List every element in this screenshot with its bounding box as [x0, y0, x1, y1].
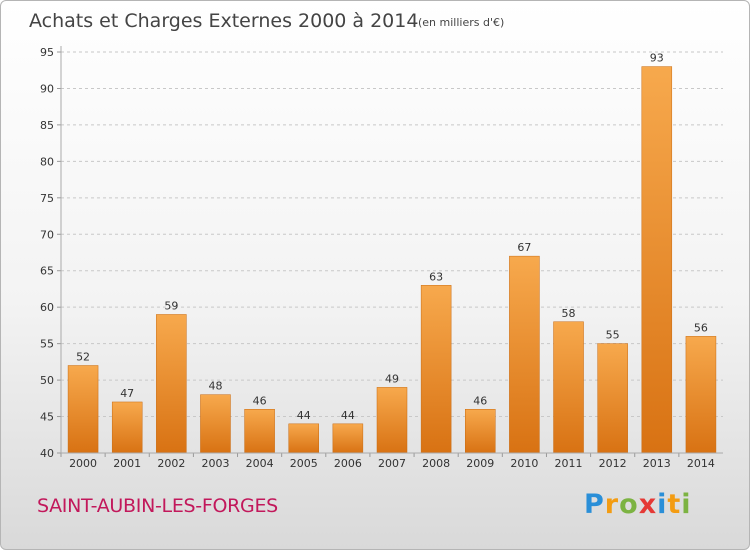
x-axis-ticks: 2000 2001 2002 2003 2004 2005 2006 2007 2008 2009… — [60, 453, 715, 470]
data-label: 47 — [120, 387, 134, 400]
x-tick-label: 2003 — [201, 457, 229, 470]
data-label: 52 — [76, 351, 90, 364]
data-label: 46 — [253, 394, 267, 407]
y-tick-label: 65 — [40, 265, 54, 278]
x-tick-label: 2001 — [113, 457, 141, 470]
logo-letter: i — [681, 489, 692, 520]
x-tick-label: 2000 — [69, 457, 97, 470]
bar-2001 — [111, 401, 143, 454]
data-label: 67 — [517, 241, 531, 254]
x-tick-label: 2004 — [246, 457, 274, 470]
logo-letter: o — [619, 489, 639, 520]
x-tick-label: 2013 — [643, 457, 671, 470]
y-tick-label: 90 — [40, 82, 54, 95]
chart-title: Achats et Charges Externes 2000 à 2014 — [29, 10, 418, 32]
x-tick-label: 2007 — [378, 457, 406, 470]
y-tick-label: 95 — [40, 46, 54, 59]
data-label: 56 — [694, 321, 708, 334]
x-tick-label: 2002 — [157, 457, 185, 470]
bar-2000 — [67, 365, 99, 454]
y-tick-label: 85 — [40, 119, 54, 132]
logo-letter: P — [584, 489, 605, 520]
proxiti-logo: Proxiti — [584, 489, 692, 520]
x-tick-label: 2006 — [334, 457, 362, 470]
y-tick-label: 70 — [40, 228, 54, 241]
bar-2005 — [288, 423, 319, 454]
bar-2010 — [509, 255, 540, 454]
x-tick-label: 2012 — [599, 457, 627, 470]
data-label: 63 — [429, 270, 443, 283]
data-label: 58 — [562, 307, 576, 320]
commune-name: SAINT-AUBIN-LES-FORGES — [37, 495, 278, 517]
logo-letter: t — [667, 489, 682, 520]
bar-2012 — [597, 343, 628, 454]
y-tick-label: 55 — [40, 338, 54, 351]
bar-2014 — [685, 336, 717, 454]
bar-2006 — [332, 423, 364, 454]
y-tick-label: 80 — [40, 155, 54, 168]
y-axis-ticks: 40 45 50 55 60 65 70 75 80 85 90 95 — [40, 46, 61, 460]
bar-2008 — [420, 285, 452, 454]
bar-2007 — [376, 387, 408, 454]
data-label: 46 — [473, 394, 487, 407]
y-tick-label: 40 — [40, 447, 54, 460]
data-label: 93 — [650, 52, 664, 65]
data-label: 59 — [164, 299, 178, 312]
x-tick-label: 2014 — [687, 457, 715, 470]
x-tick-label: 2008 — [422, 457, 450, 470]
data-label: 48 — [208, 380, 222, 393]
bar-2002 — [156, 314, 187, 454]
bar-2011 — [553, 321, 584, 454]
data-label: 44 — [297, 409, 311, 422]
data-label: 49 — [385, 372, 399, 385]
x-tick-label: 2011 — [555, 457, 583, 470]
bar-2009 — [465, 409, 496, 454]
bars: 52 47 59 48 46 44 44 49 63 46 67 58 55 93 56 — [67, 52, 717, 454]
y-tick-label: 60 — [40, 301, 54, 314]
chart-subtitle: (en milliers d'€) — [418, 16, 504, 29]
logo-letter: x — [638, 489, 658, 520]
x-tick-label: 2005 — [290, 457, 318, 470]
x-tick-label: 2010 — [510, 457, 538, 470]
data-label: 44 — [341, 409, 355, 422]
bar-2003 — [200, 394, 231, 454]
y-tick-label: 50 — [40, 374, 54, 387]
bar-2013 — [641, 66, 673, 454]
logo-letter: i — [657, 489, 668, 520]
y-tick-label: 45 — [40, 411, 54, 424]
data-label: 55 — [606, 329, 620, 342]
x-tick-label: 2009 — [466, 457, 494, 470]
logo-letter: r — [604, 489, 620, 520]
bar-2004 — [244, 409, 275, 454]
y-tick-label: 75 — [40, 192, 54, 205]
